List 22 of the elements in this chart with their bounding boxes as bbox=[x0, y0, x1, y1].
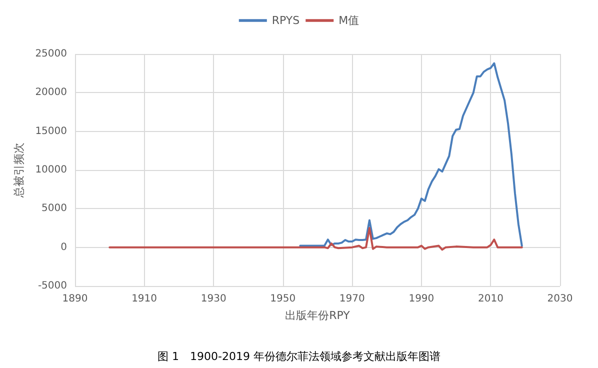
x-axis-title: 出版年份RPY bbox=[285, 309, 350, 322]
line-series bbox=[299, 62, 523, 247]
y-tick-label: 25000 bbox=[35, 48, 67, 60]
y-tick-label: 20000 bbox=[35, 87, 67, 98]
caption: 图 1 1900-2019 年份德尔菲法领域参考文献出版年图谱 bbox=[158, 350, 440, 363]
x-tick-label: 1930 bbox=[200, 294, 226, 304]
x-tick-label: 1950 bbox=[270, 294, 296, 304]
x-tick-label: 2030 bbox=[547, 294, 573, 304]
y-tick-label: 0 bbox=[60, 242, 67, 253]
legend-label: RPYS bbox=[272, 14, 300, 27]
y-axis-title: 总被引频次 bbox=[12, 142, 26, 198]
x-tick-label: 1970 bbox=[339, 294, 365, 304]
y-tick-label: -5000 bbox=[38, 280, 67, 292]
x-tick-label: 2010 bbox=[478, 294, 504, 304]
y-tick-label: 10000 bbox=[35, 164, 67, 176]
line-series bbox=[108, 227, 523, 251]
legend-label: M值 bbox=[338, 14, 360, 27]
x-tick-label: 1990 bbox=[408, 294, 434, 304]
y-tick-label: 5000 bbox=[42, 203, 67, 214]
x-tick-label: 1890 bbox=[62, 294, 88, 304]
y-tick-label: 15000 bbox=[35, 126, 67, 137]
x-tick-label: 1910 bbox=[132, 294, 158, 304]
